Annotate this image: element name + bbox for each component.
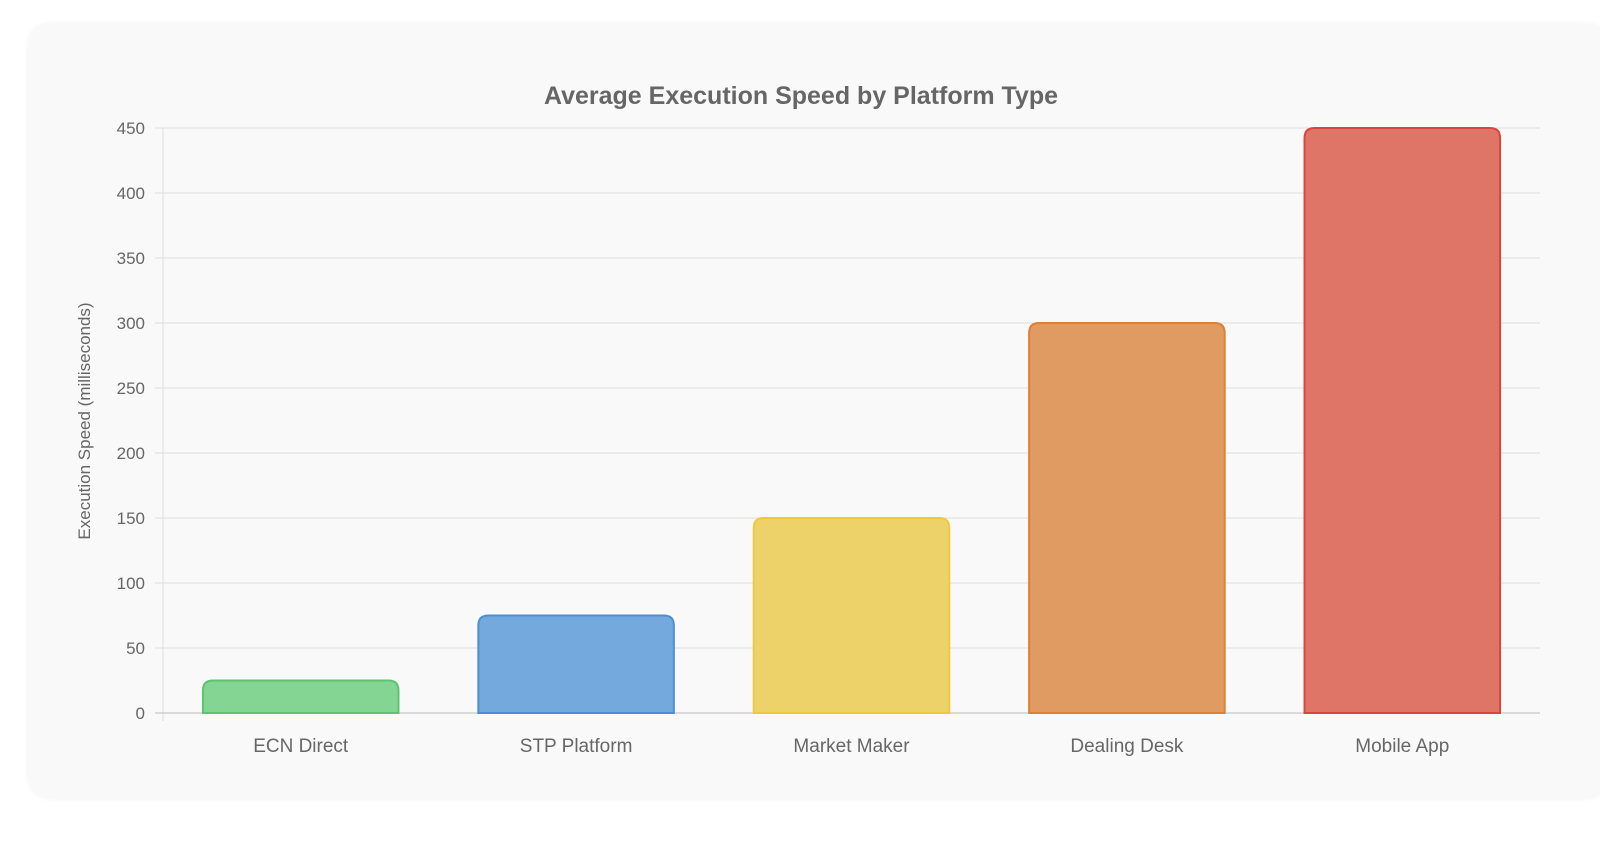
y-tick-label: 400 bbox=[117, 184, 145, 203]
chart-title: Average Execution Speed by Platform Type bbox=[544, 82, 1058, 110]
y-tick-label: 450 bbox=[117, 119, 145, 138]
x-tick-label: Dealing Desk bbox=[1070, 736, 1183, 757]
bar-stp-platform bbox=[477, 614, 675, 714]
x-tick-label: Mobile App bbox=[1355, 736, 1449, 757]
y-tick-label: 350 bbox=[117, 249, 145, 268]
y-axis-label: Execution Speed (milliseconds) bbox=[75, 302, 94, 539]
x-tick-label: Market Maker bbox=[793, 736, 910, 757]
y-tick-label: 0 bbox=[136, 704, 145, 723]
bar-mobile-app bbox=[1303, 127, 1502, 714]
bar-ecn-direct bbox=[201, 679, 400, 714]
y-tick-label: 50 bbox=[126, 639, 145, 658]
x-tick-label: ECN Direct bbox=[253, 736, 349, 757]
y-tick-label: 100 bbox=[117, 574, 145, 593]
y-tick-label: 150 bbox=[117, 509, 145, 528]
bar-dealing-desk bbox=[1028, 322, 1226, 714]
y-tick-label: 300 bbox=[117, 314, 145, 333]
x-tick-label: STP Platform bbox=[520, 736, 633, 757]
y-tick-label: 250 bbox=[117, 379, 145, 398]
y-tick-label: 200 bbox=[117, 444, 145, 463]
bar-market-maker bbox=[752, 517, 951, 714]
